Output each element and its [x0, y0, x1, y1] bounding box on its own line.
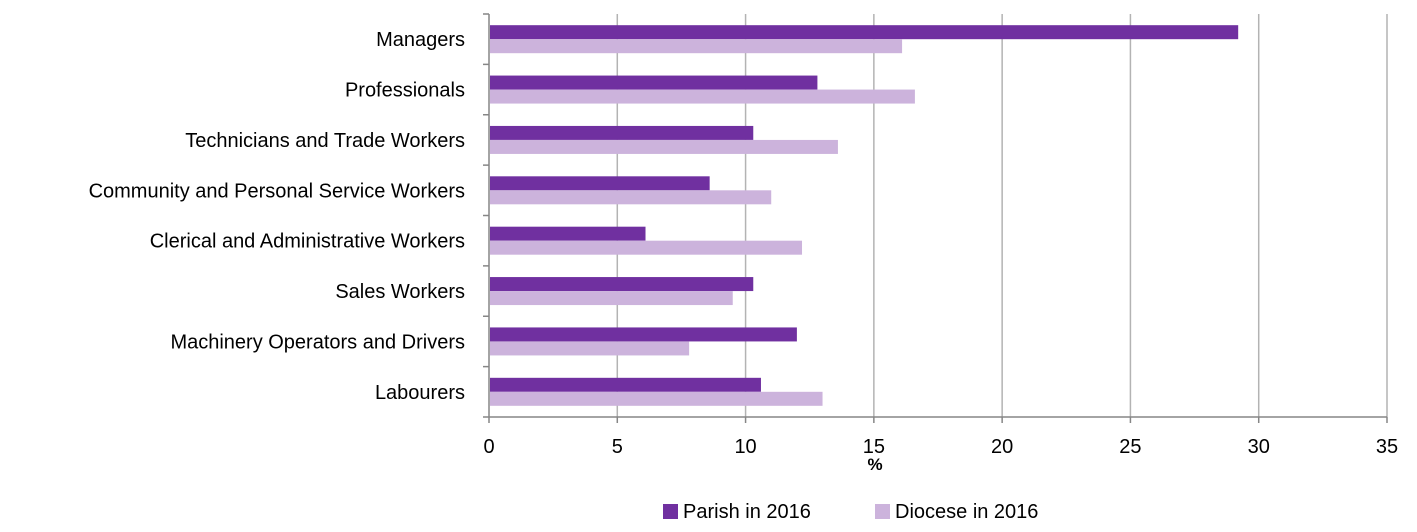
- bar-parish: [490, 25, 1239, 40]
- legend-label: Diocese in 2016: [895, 501, 1038, 523]
- bar-parish: [490, 75, 818, 90]
- bar-parish: [490, 277, 754, 292]
- category-label: Technicians and Trade Workers: [185, 130, 465, 152]
- bar-diocese: [490, 89, 915, 104]
- category-label: Sales Workers: [335, 281, 465, 303]
- x-tick-label: 20: [991, 436, 1013, 458]
- x-tick-label: 0: [483, 436, 494, 458]
- legend-label: Parish in 2016: [683, 501, 811, 523]
- bar-parish: [490, 176, 710, 191]
- bar-diocese: [490, 240, 803, 255]
- x-tick-label: 5: [612, 436, 623, 458]
- x-axis-title: %: [867, 455, 882, 474]
- legend: Parish in 2016 Diocese in 2016: [663, 501, 1038, 523]
- category-label: Managers: [376, 29, 465, 51]
- bars: [490, 25, 1239, 406]
- bar-diocese: [490, 39, 903, 54]
- legend-swatch: [875, 504, 890, 519]
- gridlines: [616, 14, 1388, 417]
- x-tick-label: 15: [863, 436, 885, 458]
- category-label: Community and Personal Service Workers: [89, 180, 465, 202]
- x-tick-label: 35: [1376, 436, 1398, 458]
- category-label: Professionals: [345, 80, 465, 102]
- bar-diocese: [490, 139, 838, 154]
- x-tick-label: 25: [1119, 436, 1141, 458]
- labels: 0 5 10 15 20 25 30 35 Managers Professionals Techn…: [89, 29, 1399, 458]
- bar-diocese: [490, 291, 733, 306]
- bar-parish: [490, 377, 761, 392]
- bar-diocese: [490, 190, 772, 205]
- legend-swatch: [663, 504, 678, 519]
- category-label: Clerical and Administrative Workers: [150, 231, 465, 253]
- bar-diocese: [490, 391, 823, 406]
- axes: [483, 13, 1388, 423]
- x-tick-label: 30: [1248, 436, 1270, 458]
- bar-diocese: [490, 341, 690, 356]
- bar-parish: [490, 125, 754, 140]
- x-tick-label: 10: [734, 436, 756, 458]
- bar-parish: [490, 226, 646, 241]
- bar-parish: [490, 327, 797, 342]
- category-label: Labourers: [375, 382, 465, 404]
- category-label: Machinery Operators and Drivers: [170, 331, 465, 353]
